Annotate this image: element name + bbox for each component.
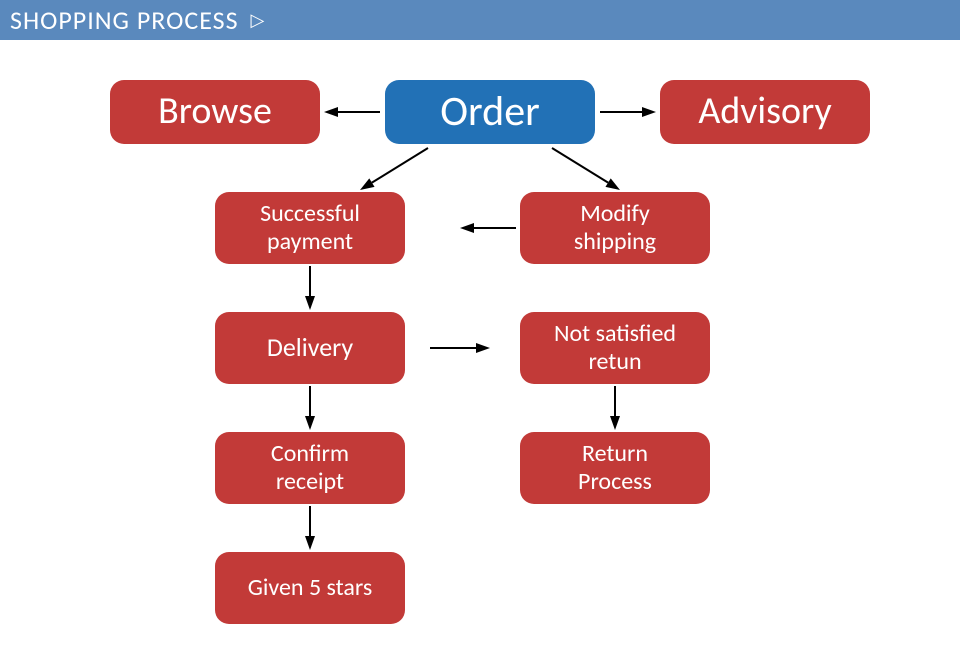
node-modify: Modifyshipping bbox=[520, 192, 710, 264]
node-browse: Browse bbox=[110, 80, 320, 144]
node-notsat: Not satisfiedretun bbox=[520, 312, 710, 384]
node-delivery: Delivery bbox=[215, 312, 405, 384]
node-payment: Successfulpayment bbox=[215, 192, 405, 264]
node-return: ReturnProcess bbox=[520, 432, 710, 504]
node-stars: Given 5 stars bbox=[215, 552, 405, 624]
node-advisory: Advisory bbox=[660, 80, 870, 144]
flowchart-canvas: Browse Order Advisory Successfulpayment Modi… bbox=[0, 0, 960, 654]
node-order: Order bbox=[385, 80, 595, 144]
node-confirm: Confirmreceipt bbox=[215, 432, 405, 504]
